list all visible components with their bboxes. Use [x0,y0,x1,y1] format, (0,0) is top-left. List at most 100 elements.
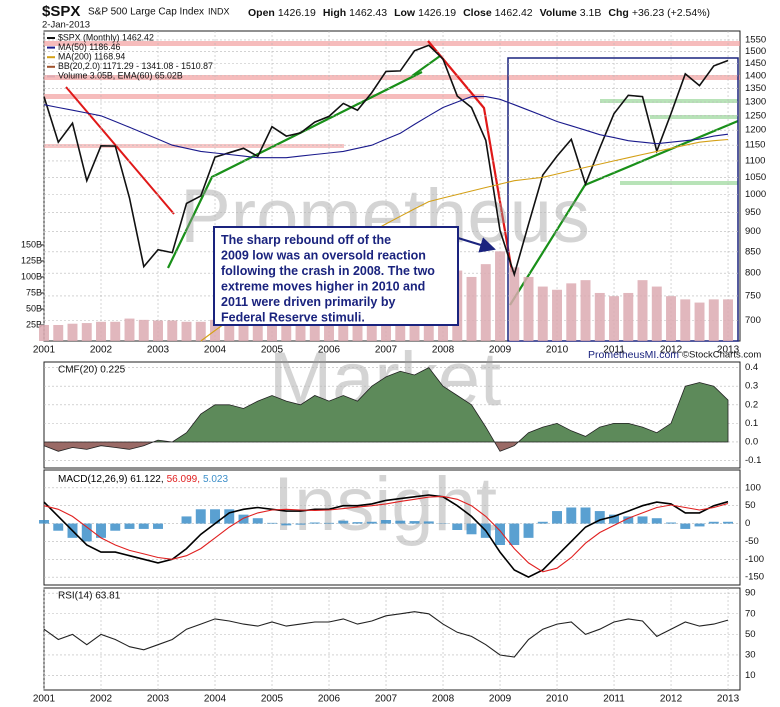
y2-tick-label: 150B [21,239,42,249]
bar [566,283,577,341]
legend-entry: $SPX (Monthly) 1462.42 [58,32,154,42]
bar [694,302,705,341]
resistance-band [44,75,740,80]
bar [39,520,49,524]
y-tick-label: 70 [745,608,756,619]
y-tick-label: 1400 [745,70,766,81]
y-tick-label: 90 [745,588,756,599]
y-tick-label: 0 [745,518,750,529]
cmf-panel [43,361,741,469]
bar [224,320,235,341]
x-tick-label: 2003 [147,694,170,705]
bar [666,296,676,341]
quote-value: 1426.19 [418,7,456,19]
y-tick-label: 1000 [745,189,766,200]
y-tick-label: 30 [745,649,756,660]
bar [138,523,149,529]
bar [609,296,619,341]
quote-value: 1462.42 [495,7,533,19]
annotation-text: 2011 were driven primarily by [221,295,395,309]
bar [124,523,135,529]
legend-entry: MA(200) 1168.94 [58,52,125,62]
trend-line [411,55,441,77]
y-tick-label: 1150 [745,140,765,151]
bar [110,321,121,341]
bar [594,511,605,524]
bar [651,518,662,524]
area-negative [44,441,729,452]
quote-label: Low [394,7,416,19]
bar [195,509,206,524]
bar [53,523,64,531]
bar [81,523,92,542]
series-line [43,495,729,573]
bar [666,522,676,524]
legend-entry: MA(50) 1186.46 [58,42,121,52]
bar [680,299,691,341]
bar [295,523,306,525]
bar [153,523,163,529]
bar [708,521,719,524]
bar [580,507,591,524]
annotation-arrow [457,237,496,253]
trend-line [427,40,514,273]
price-panel [43,30,741,342]
bar [523,523,534,538]
bar [495,523,505,545]
y-tick-label: 0.2 [745,399,758,410]
bar [637,280,648,341]
exchange: INDX [208,6,230,16]
y-tick-label: -0.1 [745,455,761,466]
bar [110,523,121,531]
y-tick-label: 50 [745,500,756,511]
y-tick-label: 850 [745,246,761,257]
y-tick-label: -100 [745,554,764,565]
x-tick-label: 2001 [33,345,56,356]
bar [594,292,605,341]
x-tick-label: 2013 [717,694,740,705]
trend-line [65,86,175,215]
bar [466,276,477,341]
bar [523,276,534,341]
bar [495,251,505,341]
bar [509,523,520,545]
panel-title: CMF(20) 0.225 [58,365,126,376]
bar [39,324,49,341]
x-tick-label: 2012 [660,345,683,356]
index-name: S&P 500 Large Cap Index [88,7,204,18]
bar [81,323,92,341]
y-tick-label: -50 [745,536,759,547]
bar [267,522,277,524]
site: PrometheusMI.com [588,349,679,361]
support-band [620,181,738,185]
bar [395,520,406,524]
y-tick-label: 1300 [745,97,766,108]
x-tick-label: 2011 [603,345,625,356]
bar [267,318,277,341]
y-tick-label: 0.1 [745,418,758,429]
x-tick-label: 2004 [204,694,227,705]
area-positive [44,367,729,442]
y2-tick-label: 75B [26,287,42,297]
bar [67,323,78,341]
legend-entry: 5.023 [203,474,228,485]
legend: MACD(12,26,9) 61.122, 56.099, 5.023 [58,474,228,485]
bar [381,520,391,524]
quote-value: 1462.43 [349,7,387,19]
legend-swatch [47,37,55,39]
bar [167,320,178,341]
bar [352,522,363,524]
resistance-band [44,94,484,99]
bar [252,319,263,341]
support-band [600,99,738,103]
y-tick-label: 750 [745,290,761,301]
legend-entry: BB(20,2.0) 1171.29 - 1341.08 - 1510.87 [58,61,213,71]
quote-label: Chg [608,7,628,19]
bar [609,514,619,524]
annotation-text: Federal Reserve stimuli. [221,311,365,325]
bar [281,523,292,526]
x-tick-label: 2006 [318,694,341,705]
quote-value: +36.23 (+2.54%) [632,7,710,19]
macd-panel [43,469,741,586]
